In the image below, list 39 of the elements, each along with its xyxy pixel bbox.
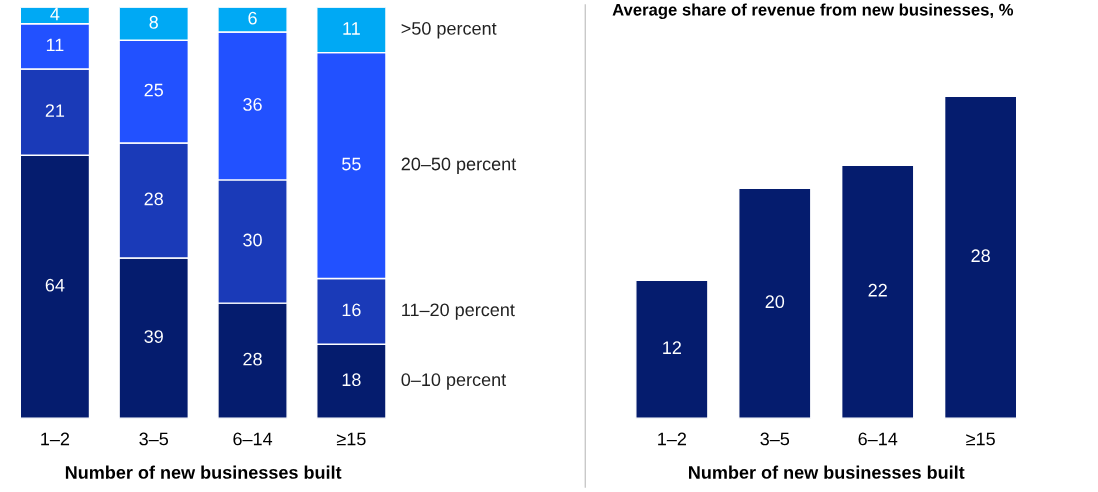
bar xyxy=(738,187,812,419)
data-label: 4 xyxy=(50,7,60,21)
data-label: 25 xyxy=(144,83,164,97)
x-axis-title: Number of new businesses built xyxy=(65,465,342,479)
data-label: 20 xyxy=(765,295,785,309)
data-label: 11 xyxy=(46,38,64,52)
series-label: 0–10 percent xyxy=(401,373,507,390)
chart-title: Average share of revenue from new businesses, % xyxy=(612,3,1014,19)
data-label: 12 xyxy=(663,341,681,354)
x-tick-label: ≥15 xyxy=(336,432,366,446)
x-tick-label: 3–5 xyxy=(139,432,169,446)
bar xyxy=(635,279,709,419)
data-label: 21 xyxy=(45,104,65,117)
data-label: 30 xyxy=(243,233,262,247)
data-label: 39 xyxy=(144,330,163,343)
data-label: 11 xyxy=(343,22,360,35)
data-label: 18 xyxy=(342,373,361,387)
data-label: 28 xyxy=(243,352,262,366)
x-tick-label: 1–2 xyxy=(658,432,686,446)
x-axis-title: Number of new businesses built xyxy=(689,465,965,479)
x-tick-label: ≥15 xyxy=(966,432,995,446)
x-tick-label: 1–2 xyxy=(41,432,70,446)
x-tick-label: 3–5 xyxy=(760,432,790,446)
data-label: 55 xyxy=(342,157,361,171)
data-label: 16 xyxy=(342,303,361,317)
data-label: 64 xyxy=(45,278,65,292)
series-label: 20–50 percent xyxy=(401,157,517,174)
data-label: 22 xyxy=(868,283,887,297)
series-label: 11–20 percent xyxy=(402,303,515,320)
series-label: >50 percent xyxy=(401,22,497,39)
data-label: 8 xyxy=(149,15,158,29)
data-label: 6 xyxy=(248,11,257,25)
x-tick-label: 6–14 xyxy=(233,432,273,446)
bar xyxy=(840,164,915,419)
bar xyxy=(943,95,1018,419)
x-tick-label: 6–14 xyxy=(858,432,898,446)
data-label: 36 xyxy=(243,98,262,111)
data-label: 28 xyxy=(971,249,990,263)
data-label: 28 xyxy=(144,192,163,206)
